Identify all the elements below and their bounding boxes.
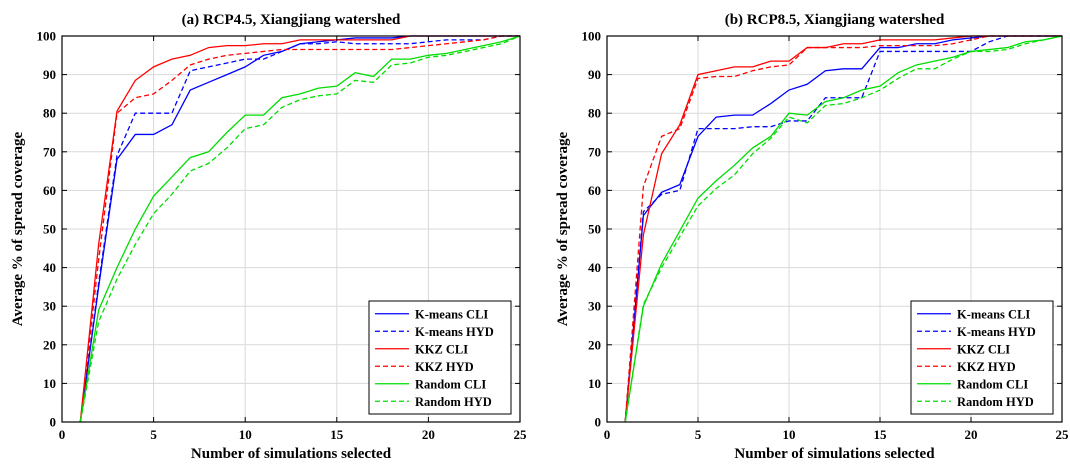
y-tick-label: 90 bbox=[588, 67, 601, 82]
series-line-random-cli bbox=[624, 35, 1063, 423]
legend-label-kkz-hyd: KKZ HYD bbox=[957, 360, 1016, 374]
series-line-random-hyd bbox=[624, 35, 1063, 423]
y-tick-label: 70 bbox=[43, 144, 56, 159]
legend-box bbox=[910, 300, 1054, 415]
y-tick-label: 90 bbox=[43, 67, 56, 82]
legend-label-random-cli: Random CLI bbox=[415, 377, 486, 391]
series-line-k-means-hyd bbox=[624, 35, 1062, 423]
chart-title: (b) RCP8.5, Xiangjiang watershed bbox=[725, 12, 945, 28]
y-axis-label: Average % of spread coverage bbox=[555, 131, 571, 326]
y-tick-label: 20 bbox=[588, 337, 601, 352]
series-line-random-cli bbox=[79, 35, 521, 423]
x-tick-label: 0 bbox=[59, 427, 66, 442]
x-tick-label: 15 bbox=[874, 427, 888, 442]
series-line-kkz-hyd bbox=[79, 35, 520, 423]
chart-panel-b: 0 5 10 15 20 25 0 10 20 30 40 50 60 70 80 90 100 (b) RCP8… bbox=[555, 12, 1069, 462]
y-tick-label: 50 bbox=[43, 222, 56, 237]
x-tick-label: 25 bbox=[1056, 427, 1070, 442]
legend-label-k-means-hyd: K-means HYD bbox=[415, 325, 494, 339]
y-tick-label: 80 bbox=[588, 106, 601, 121]
y-axis-label: Average % of spread coverage bbox=[10, 131, 26, 326]
y-tick-label: 40 bbox=[588, 260, 601, 275]
legend-label-random-cli: Random CLI bbox=[957, 377, 1028, 391]
legend-box bbox=[368, 300, 512, 415]
series-line-k-means-hyd bbox=[79, 35, 520, 423]
x-tick-label: 25 bbox=[514, 427, 528, 442]
chart-panel-a: 0 5 10 15 20 25 0 10 20 30 40 50 60 70 80 90 100 (a) RCP4… bbox=[10, 12, 527, 462]
x-axis-label: Number of simulations selected bbox=[734, 446, 935, 462]
legend: K-means CLI K-means HYD KKZ CLI KKZ HYD Rand… bbox=[910, 300, 1054, 415]
x-tick-label: 20 bbox=[422, 427, 435, 442]
y-tick-label: 0 bbox=[595, 415, 602, 430]
legend-label-kkz-hyd: KKZ HYD bbox=[415, 360, 474, 374]
legend: K-means CLI K-means HYD KKZ CLI KKZ HYD Rand… bbox=[368, 300, 512, 415]
legend-label-random-hyd: Random HYD bbox=[415, 395, 492, 409]
y-tick-label: 10 bbox=[588, 376, 601, 391]
x-axis-label: Number of simulations selected bbox=[191, 446, 392, 462]
x-tick-label: 20 bbox=[965, 427, 978, 442]
chart-title: (a) RCP4.5, Xiangjiang watershed bbox=[182, 12, 401, 28]
legend-label-k-means-hyd: K-means HYD bbox=[957, 325, 1036, 339]
y-tick-label: 80 bbox=[43, 106, 56, 121]
y-tick-label: 70 bbox=[588, 144, 601, 159]
y-tick-label: 30 bbox=[588, 299, 601, 314]
legend-label-kkz-cli: KKZ CLI bbox=[415, 342, 468, 356]
legend-label-k-means-cli: K-means CLI bbox=[957, 307, 1030, 321]
y-tick-label: 100 bbox=[582, 29, 602, 44]
x-tick-label: 0 bbox=[604, 427, 611, 442]
y-tick-label: 100 bbox=[37, 29, 57, 44]
x-tick-label: 10 bbox=[239, 427, 252, 442]
y-tick-label: 40 bbox=[43, 260, 56, 275]
y-tick-label: 50 bbox=[588, 222, 601, 237]
legend-label-k-means-cli: K-means CLI bbox=[415, 307, 488, 321]
legend-label-random-hyd: Random HYD bbox=[957, 395, 1034, 409]
y-tick-label: 20 bbox=[43, 337, 56, 352]
y-tick-label: 10 bbox=[43, 376, 56, 391]
y-tick-label: 60 bbox=[588, 183, 601, 198]
y-tick-label: 60 bbox=[43, 183, 56, 198]
x-tick-label: 15 bbox=[330, 427, 344, 442]
x-tick-label: 10 bbox=[783, 427, 796, 442]
series-line-kkz-hyd bbox=[624, 35, 1062, 423]
x-tick-label: 5 bbox=[150, 427, 157, 442]
y-tick-label: 0 bbox=[50, 415, 57, 430]
y-tick-label: 30 bbox=[43, 299, 56, 314]
x-tick-label: 5 bbox=[695, 427, 702, 442]
legend-label-kkz-cli: KKZ CLI bbox=[957, 342, 1010, 356]
